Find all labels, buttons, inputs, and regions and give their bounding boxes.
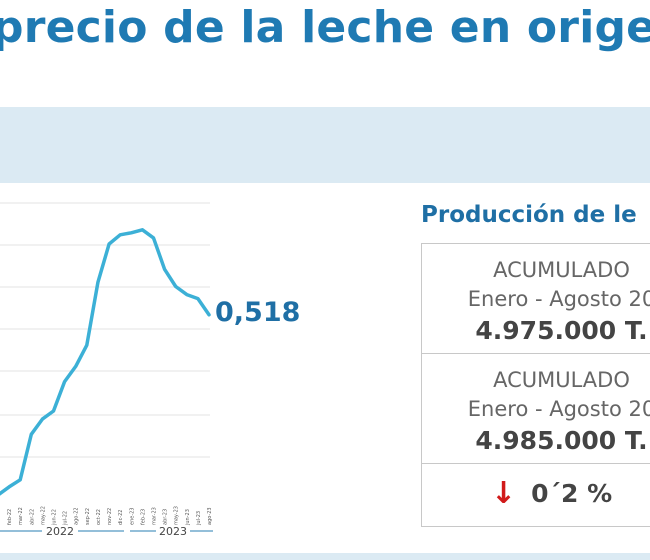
x-tick-label: may-23 [174,506,180,525]
last-value-label: 0,518 [215,297,301,328]
x-tick-label: sep-22 [85,508,91,525]
x-tick-label: feb-23 [140,509,146,525]
down-arrow-icon: ↓ [490,476,516,511]
chart-svg: feb-22 mar-22 abr-22 may-22 jun-22 jul-22 ago-… [0,202,213,538]
row2-line1: ACUMULADO [493,368,630,392]
year-label-2022: 2022 [46,525,74,538]
x-tick-label: abr-23 [163,509,169,525]
row2-period: Enero - Agosto 20 [467,397,650,421]
x-tick-label: mar-23 [151,507,157,525]
x-tick-label: dic-22 [118,510,124,525]
x-tick-label: oct-22 [96,509,102,525]
x-tick-label: may-22 [40,506,46,525]
milk-price-chart: feb-22 mar-22 abr-22 may-22 jun-22 jul-22 ago-… [0,195,220,540]
production-change: ↓ 0´2 % [422,464,650,526]
x-tick-label: jun-23 [185,509,191,526]
production-panel-title: Producción de le [421,202,637,228]
x-tick-label: mar-22 [18,507,24,525]
row1-line1: ACUMULADO [493,258,630,282]
row1-amount: 4.975.000 T. [475,316,648,345]
x-tick-label: jul-22 [63,511,69,526]
row2-amount: 4.985.000 T. [475,426,648,455]
x-tick-label: ene-23 [129,508,135,526]
x-tick-label: abr-22 [29,509,35,525]
x-tick-label: jun-22 [52,509,58,526]
x-tick-label: nov-22 [107,508,113,525]
production-row-2: ACUMULADO Enero - Agosto 20 4.985.000 T. [422,354,650,464]
production-row-1: ACUMULADO Enero - Agosto 20 4.975.000 T. [422,244,650,354]
page-title: precio de la leche en orige [0,2,650,53]
x-tick-label: jul-23 [196,511,202,526]
x-tick-label: feb-22 [7,509,13,525]
header-band [0,107,650,183]
x-tick-label: ago-22 [74,507,80,525]
x-tick-label: ago-23 [207,507,213,525]
row1-period: Enero - Agosto 20 [467,287,650,311]
production-table: ACUMULADO Enero - Agosto 20 4.975.000 T.… [421,243,650,527]
year-label-2023: 2023 [159,525,187,538]
price-series-line [0,228,211,496]
change-percent: 0´2 % [531,479,613,508]
footer-band [0,553,650,560]
